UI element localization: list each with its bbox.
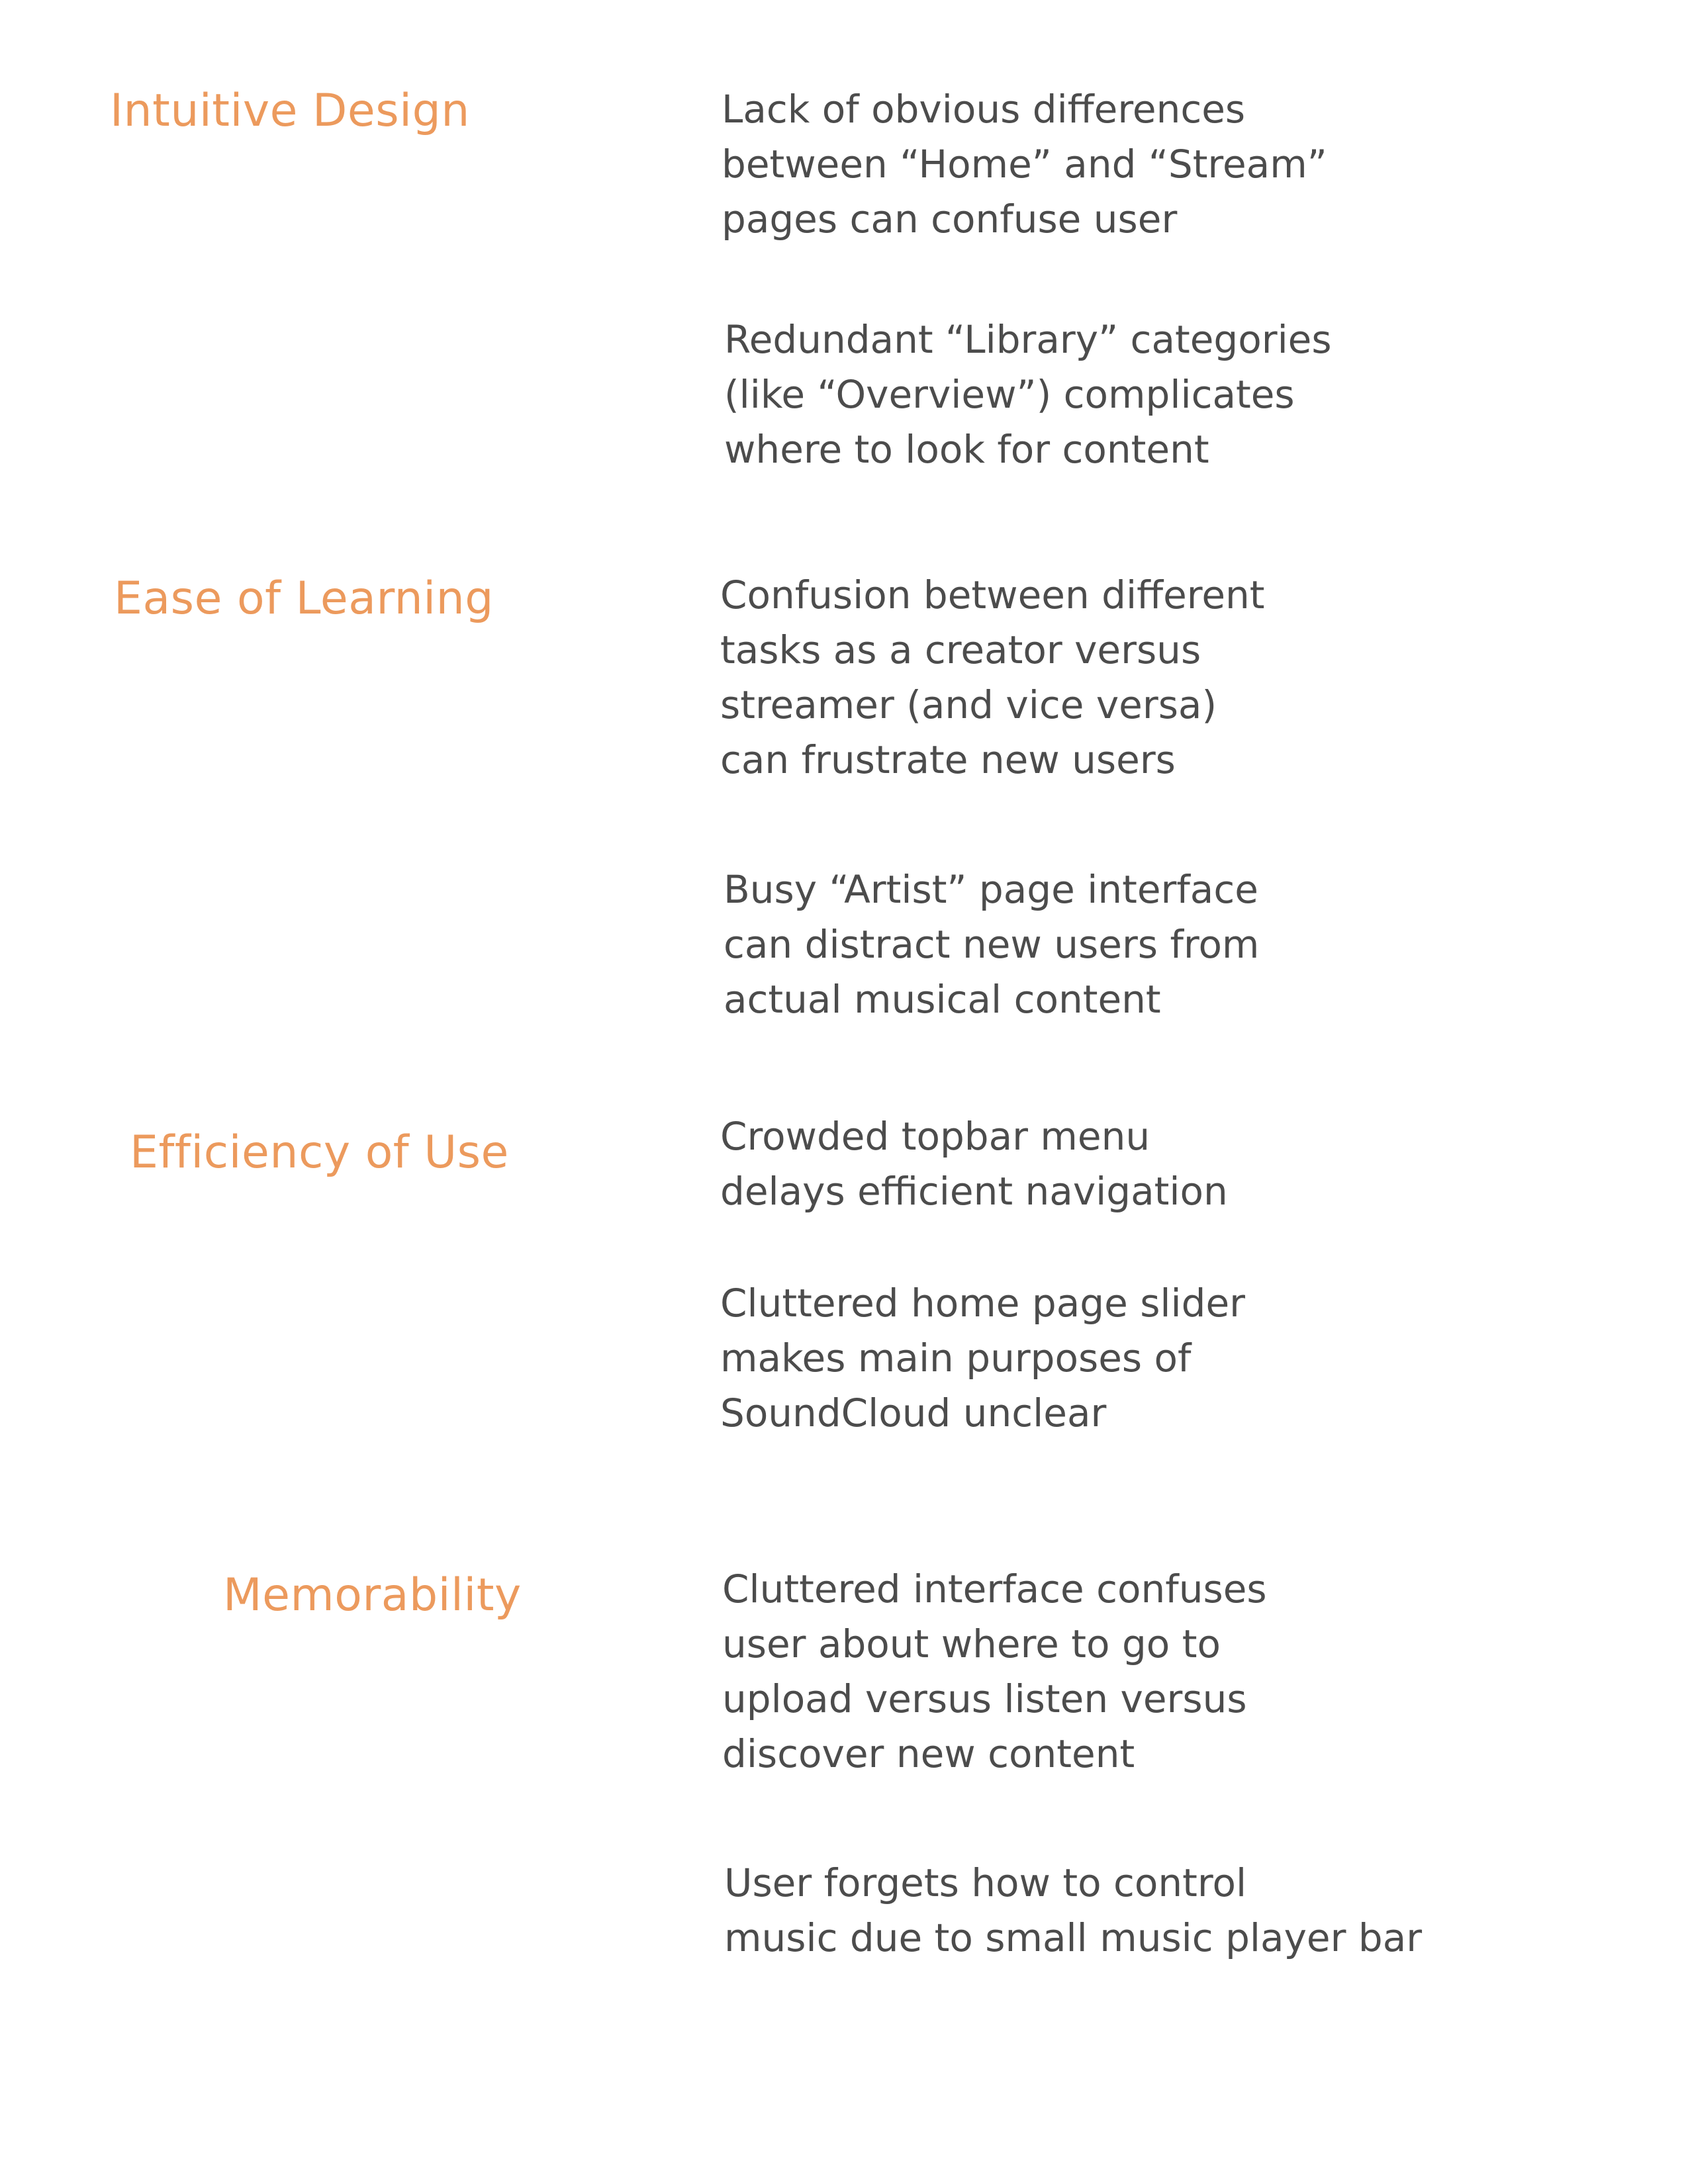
note-line: User forgets how to control <box>724 1860 1247 1905</box>
note-line: delays efficient navigation <box>720 1169 1228 1214</box>
note-line: pages can confuse user <box>722 197 1178 242</box>
note-line: (like “Overview”) complicates <box>724 372 1295 417</box>
note-line: user about where to go to <box>722 1621 1221 1666</box>
section-heading-efficiency-of-use: Efficiency of Use <box>130 1126 509 1179</box>
note-creator-vs-streamer: Confusion between different tasks as a c… <box>720 568 1265 788</box>
note-line: tasks as a creator versus <box>720 627 1201 672</box>
section-heading-ease-of-learning: Ease of Learning <box>114 572 494 625</box>
note-line: Busy “Artist” page interface <box>724 867 1258 912</box>
note-line: between “Home” and “Stream” <box>722 142 1327 187</box>
note-home-vs-stream: Lack of obvious differences between “Hom… <box>722 82 1327 247</box>
note-line: music due to small music player bar <box>724 1915 1423 1960</box>
note-line: Crowded topbar menu <box>720 1114 1150 1159</box>
note-line: where to look for content <box>724 427 1209 472</box>
note-cluttered-interface: Cluttered interface confuses user about … <box>722 1562 1267 1782</box>
section-heading-memorability: Memorability <box>223 1569 522 1621</box>
note-home-slider: Cluttered home page slider makes main pu… <box>720 1276 1245 1441</box>
note-topbar-menu: Crowded topbar menu delays efficient nav… <box>720 1109 1228 1219</box>
note-line: can distract new users from <box>724 922 1260 967</box>
note-line: Cluttered interface confuses <box>722 1567 1267 1612</box>
note-line: SoundCloud unclear <box>720 1390 1107 1435</box>
section-heading-intuitive-design: Intuitive Design <box>110 85 470 137</box>
note-line: upload versus listen versus <box>722 1676 1247 1721</box>
note-line: Cluttered home page slider <box>720 1281 1245 1326</box>
note-library-categories: Redundant “Library” categories (like “Ov… <box>724 312 1332 477</box>
note-line: actual musical content <box>724 977 1161 1022</box>
note-music-player-bar: User forgets how to control music due to… <box>724 1856 1422 1966</box>
note-line: streamer (and vice versa) <box>720 682 1217 727</box>
note-line: Redundant “Library” categories <box>724 317 1332 362</box>
note-line: Lack of obvious differences <box>722 87 1246 132</box>
note-artist-page: Busy “Artist” page interface can distrac… <box>724 862 1259 1027</box>
note-line: can frustrate new users <box>720 737 1176 782</box>
note-line: makes main purposes of <box>720 1336 1192 1381</box>
note-line: Confusion between different <box>720 572 1265 617</box>
note-line: discover new content <box>722 1731 1135 1776</box>
